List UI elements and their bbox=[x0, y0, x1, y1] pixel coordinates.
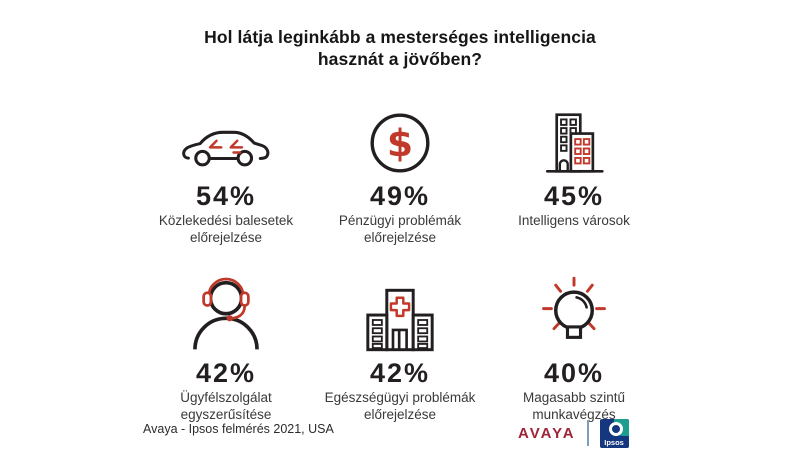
ipsos-logo-ring bbox=[608, 421, 623, 436]
stat-grid: 54% Közlekedési balesetek előrejelzése $… bbox=[139, 98, 661, 424]
ipsos-logo-wordmark: Ipsos bbox=[604, 437, 624, 447]
stat-percent: 45% bbox=[543, 181, 605, 211]
page-title-line2: hasznát a jövőben? bbox=[317, 49, 483, 70]
hospital-icon bbox=[362, 265, 438, 353]
stat-label: Közlekedési balesetek előrejelzése bbox=[158, 213, 294, 246]
page-title: Hol látja leginkább a mesterséges intell… bbox=[160, 26, 640, 71]
stat-percent: 54% bbox=[195, 181, 257, 211]
stat-item-finance: $ 49% Pénzügyi problémák előrejelzése bbox=[313, 98, 487, 247]
stat-percent: 42% bbox=[195, 358, 257, 389]
stat-label: Intelligens városok bbox=[518, 213, 630, 229]
stat-item-higher-level-work: 40% Magasabb szintű munkavégzés bbox=[487, 265, 661, 424]
stat-percent: 42% bbox=[369, 358, 431, 389]
city-buildings-icon bbox=[541, 98, 607, 176]
stat-percent: 40% bbox=[543, 358, 605, 389]
ipsos-logo: Ipsos bbox=[599, 418, 629, 448]
stat-label: Egészségügyi problémák előrejelzése bbox=[324, 390, 476, 423]
dollar-coin-icon: $ bbox=[367, 98, 433, 176]
lightbulb-icon bbox=[534, 265, 614, 353]
page-title-line1: Hol látja leginkább a mesterséges intell… bbox=[204, 27, 596, 47]
stat-item-healthcare: 42% Egészségügyi problémák előrejelzése bbox=[313, 265, 487, 424]
stat-item-smart-cities: 45% Intelligens városok bbox=[487, 98, 661, 247]
stat-percent: 49% bbox=[369, 181, 431, 211]
car-icon bbox=[179, 98, 273, 176]
stat-item-customer-service: 42% Ügyfélszolgálat egyszerűsítése bbox=[139, 265, 313, 424]
stat-label: Magasabb szintű munkavégzés bbox=[522, 390, 626, 423]
footer-logos: AVAYA Ipsos bbox=[518, 418, 629, 448]
logo-separator bbox=[586, 420, 589, 446]
stat-label: Pénzügyi problémák előrejelzése bbox=[338, 213, 462, 246]
stat-item-traffic: 54% Közlekedési balesetek előrejelzése bbox=[139, 98, 313, 247]
source-note: Avaya - Ipsos felmérés 2021, USA bbox=[143, 422, 334, 436]
avaya-logo: AVAYA bbox=[518, 424, 576, 442]
stat-label: Ügyfélszolgálat egyszerűsítése bbox=[180, 390, 272, 423]
support-agent-icon bbox=[184, 265, 268, 353]
svg-text:$: $ bbox=[387, 121, 413, 165]
